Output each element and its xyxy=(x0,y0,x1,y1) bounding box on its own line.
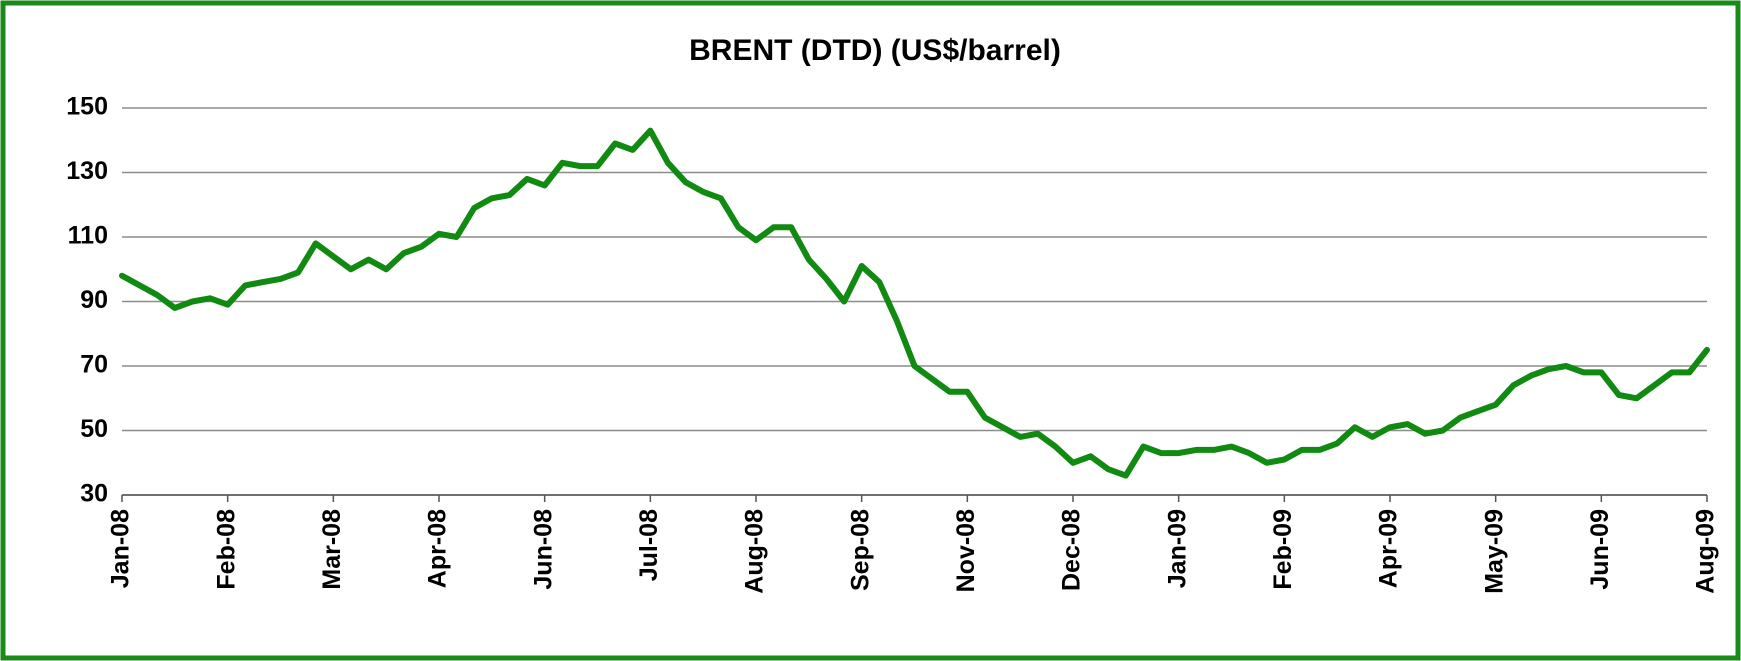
x-tick-label: Jan-09 xyxy=(1163,509,1191,588)
x-tick-label: Aug-09 xyxy=(1692,509,1720,594)
y-tick-label: 30 xyxy=(80,480,108,508)
x-tick-label: Apr-08 xyxy=(424,509,452,588)
y-tick-label: 130 xyxy=(66,157,108,185)
x-tick-label: Jan-08 xyxy=(107,509,135,588)
chart-title: BRENT (DTD) (US$/barrel) xyxy=(689,34,1061,67)
x-tick-label: Apr-09 xyxy=(1375,509,1403,588)
price-line xyxy=(119,127,1710,479)
x-tick-label: Jun-09 xyxy=(1586,509,1614,590)
x-tick-label: Mar-08 xyxy=(318,509,346,590)
y-tick-label: 70 xyxy=(80,351,108,379)
y-tick-label: 150 xyxy=(66,93,108,121)
y-tick-label: 110 xyxy=(68,222,108,250)
x-tick-label: Feb-09 xyxy=(1269,509,1297,590)
x-tick-label: May-09 xyxy=(1480,509,1508,594)
x-tick-label: Aug-08 xyxy=(741,509,769,594)
x-tick-label: Dec-08 xyxy=(1058,509,1086,591)
x-tick-label: Sep-08 xyxy=(846,509,874,591)
y-tick-label: 90 xyxy=(80,286,108,314)
x-tick-label: Jun-08 xyxy=(529,509,557,590)
x-tick-label: Jul-08 xyxy=(635,509,663,581)
x-tick-label: Feb-08 xyxy=(212,509,240,590)
y-tick-label: 50 xyxy=(80,415,108,443)
x-tick-label: Nov-08 xyxy=(952,509,980,592)
